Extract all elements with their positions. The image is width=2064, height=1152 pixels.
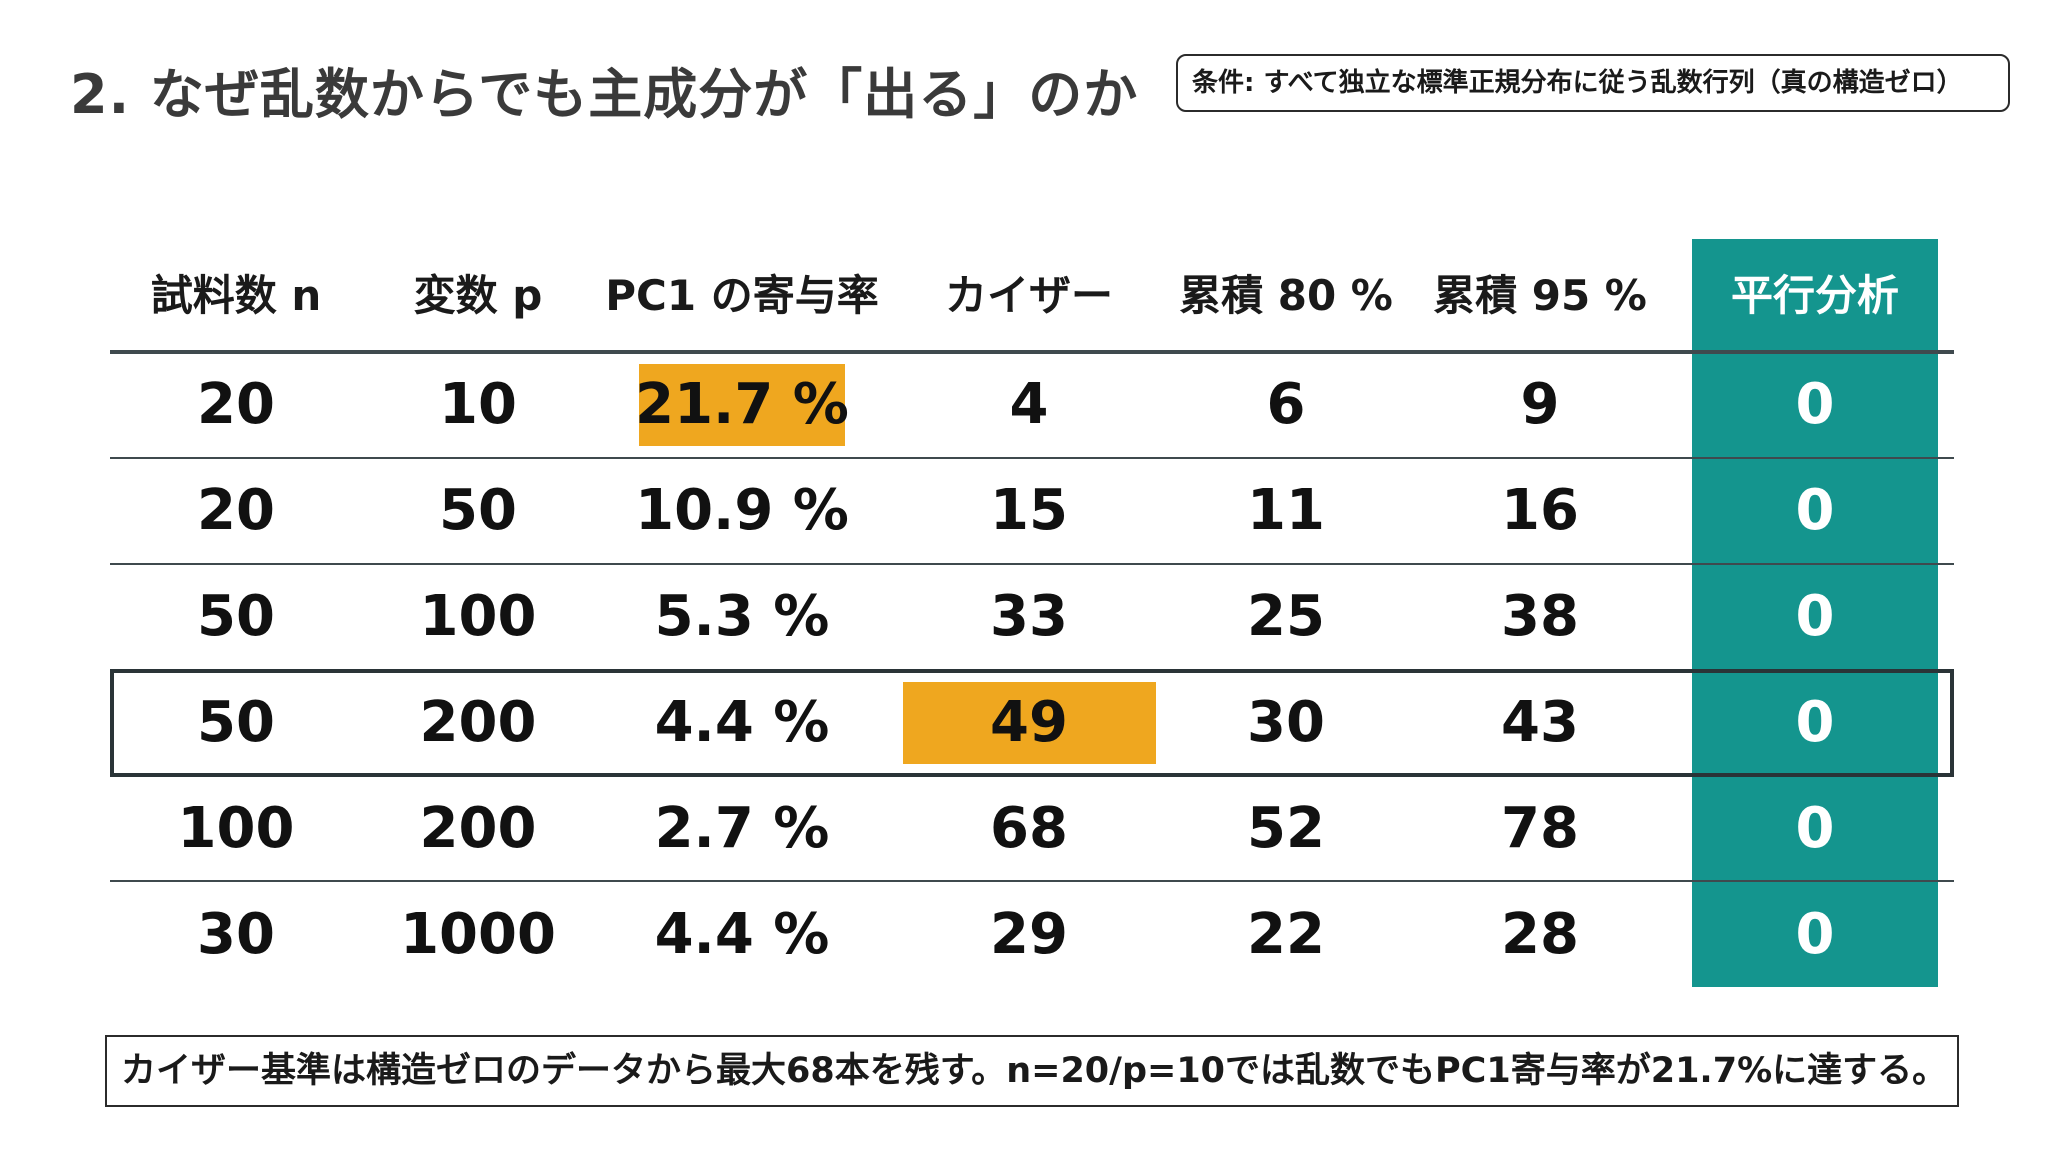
cell-cum80: 6 xyxy=(1266,372,1306,437)
cell-cum95: 38 xyxy=(1501,584,1579,649)
cell-kaiser: 33 xyxy=(990,584,1068,649)
cell-cum95: 43 xyxy=(1501,690,1579,755)
row-divider xyxy=(110,457,1954,459)
cell-cum95: 9 xyxy=(1520,372,1560,437)
header-pc1-contribution: PC1 の寄与率 xyxy=(605,271,879,320)
cell-cum80: 30 xyxy=(1247,690,1325,755)
header-cumulative-80: 累積 80 % xyxy=(1179,271,1393,320)
emphasized-row-box xyxy=(110,669,1954,777)
cell-n: 30 xyxy=(197,902,275,967)
cell-kaiser: 68 xyxy=(990,796,1068,861)
cell-p: 200 xyxy=(419,690,537,755)
cell-n: 20 xyxy=(197,478,275,543)
cell-parallel: 0 xyxy=(1795,690,1835,755)
cell-n: 50 xyxy=(197,584,275,649)
row-divider xyxy=(110,563,1954,565)
cell-n: 50 xyxy=(197,690,275,755)
cell-p: 200 xyxy=(419,796,537,861)
cell-parallel: 0 xyxy=(1795,372,1835,437)
cell-p: 50 xyxy=(439,478,517,543)
cell-p: 1000 xyxy=(400,902,556,967)
cell-cum80: 22 xyxy=(1247,902,1325,967)
row-divider xyxy=(110,880,1954,882)
cell-parallel: 0 xyxy=(1795,796,1835,861)
cell-kaiser: 29 xyxy=(990,902,1068,967)
cell-cum80: 52 xyxy=(1247,796,1325,861)
cell-pc1: 2.7 % xyxy=(654,796,830,861)
header-cumulative-95: 累積 95 % xyxy=(1433,271,1647,320)
cell-kaiser: 4 xyxy=(1009,372,1049,437)
cell-parallel: 0 xyxy=(1795,902,1835,967)
condition-box: 条件: すべて独立な標準正規分布に従う乱数行列（真の構造ゼロ） xyxy=(1176,54,2010,112)
cell-cum95: 28 xyxy=(1501,902,1579,967)
cell-pc1: 4.4 % xyxy=(654,902,830,967)
header-sample-count: 試料数 n xyxy=(150,271,322,320)
cell-n: 20 xyxy=(197,372,275,437)
cell-pc1: 10.9 % xyxy=(635,478,849,543)
cell-cum95: 78 xyxy=(1501,796,1579,861)
cell-parallel: 0 xyxy=(1795,478,1835,543)
header-kaiser: カイザー xyxy=(944,271,1113,320)
cell-parallel: 0 xyxy=(1795,584,1835,649)
cell-p: 10 xyxy=(439,372,517,437)
cell-pc1: 5.3 % xyxy=(654,584,830,649)
header-parallel-analysis: 平行分析 xyxy=(1730,271,1899,320)
cell-cum95: 16 xyxy=(1501,478,1579,543)
cell-p: 100 xyxy=(419,584,537,649)
cell-kaiser: 49 xyxy=(990,690,1068,755)
footnote-box: カイザー基準は構造ゼロのデータから最大68本を残す。n=20/p=10では乱数で… xyxy=(105,1035,1959,1107)
highlight-cell-pc1-21-7 xyxy=(639,364,845,446)
cell-pc1: 4.4 % xyxy=(654,690,830,755)
cell-pc1: 21.7 % xyxy=(635,372,849,437)
header-rule xyxy=(110,350,1954,354)
highlight-cell-kaiser-49 xyxy=(903,682,1156,764)
cell-n: 100 xyxy=(177,796,295,861)
header-variable-count: 変数 p xyxy=(413,271,543,320)
cell-cum80: 25 xyxy=(1247,584,1325,649)
cell-cum80: 11 xyxy=(1247,478,1325,543)
page-title: 2. なぜ乱数からでも主成分が「出る」のか xyxy=(70,63,1139,126)
parallel-analysis-column-highlight xyxy=(1692,239,1938,987)
cell-kaiser: 15 xyxy=(990,478,1068,543)
